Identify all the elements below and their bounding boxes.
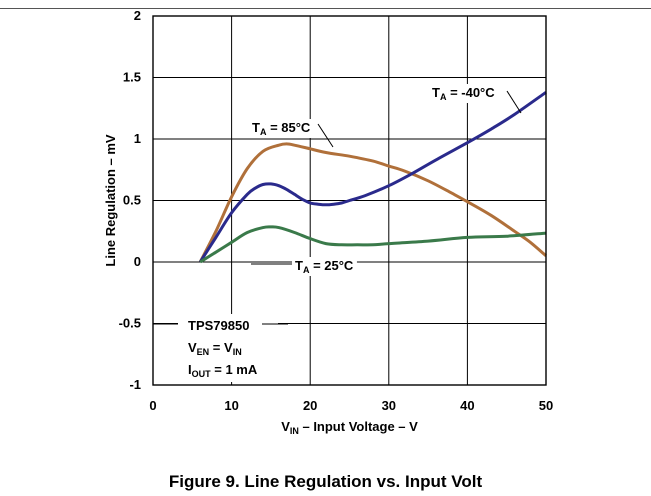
label-85c-text: TA = 85°C — [252, 120, 311, 137]
device-name: TPS79850 — [188, 318, 249, 333]
series-line-25c — [199, 225, 547, 264]
x-tick-label: 30 — [382, 398, 396, 413]
label-25c: TA = 25°C — [251, 257, 357, 276]
y-tick-label: 1 — [134, 131, 141, 146]
line-regulation-chart: 2 1.5 1 0.5 0 -0.5 -1 0 10 20 30 40 50 Line Regulat… — [103, 8, 553, 436]
label-85c-leader — [317, 123, 334, 148]
label-85c: TA = 85°C — [249, 119, 334, 148]
x-axis-title: VIN – Input Voltage – V — [281, 419, 418, 436]
y-tick-label: 0 — [134, 254, 141, 269]
y-tick-label: 1.5 — [123, 70, 141, 85]
condition-ven: VEN = VIN — [188, 340, 242, 357]
y-tick-label: 2 — [134, 8, 141, 23]
y-tick-label: 0.5 — [123, 193, 141, 208]
condition-iout: IOUT = 1 mA — [188, 362, 258, 379]
x-tick-label: 20 — [303, 398, 317, 413]
label-minus40c-leader — [506, 90, 522, 114]
figure-caption: Figure 9. Line Regulation vs. Input Volt — [168, 472, 483, 491]
series-line-85c — [198, 142, 547, 263]
y-tick-label: -0.5 — [119, 316, 141, 331]
plot-frame — [152, 15, 547, 386]
series-layer — [198, 91, 547, 264]
x-tick-label: 40 — [460, 398, 474, 413]
top-rule — [0, 8, 651, 9]
y-axis-title: Line Regulation – mV — [103, 134, 118, 267]
x-tick-label: 50 — [539, 398, 553, 413]
x-tick-labels: 0 10 20 30 40 50 — [149, 398, 553, 413]
label-minus40c-text: TA = -40°C — [432, 85, 495, 102]
label-25c-text: TA = 25°C — [295, 258, 354, 275]
conditions-block: TPS79850 VEN = VIN IOUT = 1 mA — [153, 314, 288, 382]
x-tick-label: 10 — [224, 398, 238, 413]
x-tick-label: 0 — [149, 398, 156, 413]
series-line-minus40c — [198, 91, 547, 263]
label-minus40c: TA = -40°C — [429, 84, 522, 114]
y-tick-labels: 2 1.5 1 0.5 0 -0.5 -1 — [119, 8, 141, 392]
y-tick-label: -1 — [129, 377, 141, 392]
